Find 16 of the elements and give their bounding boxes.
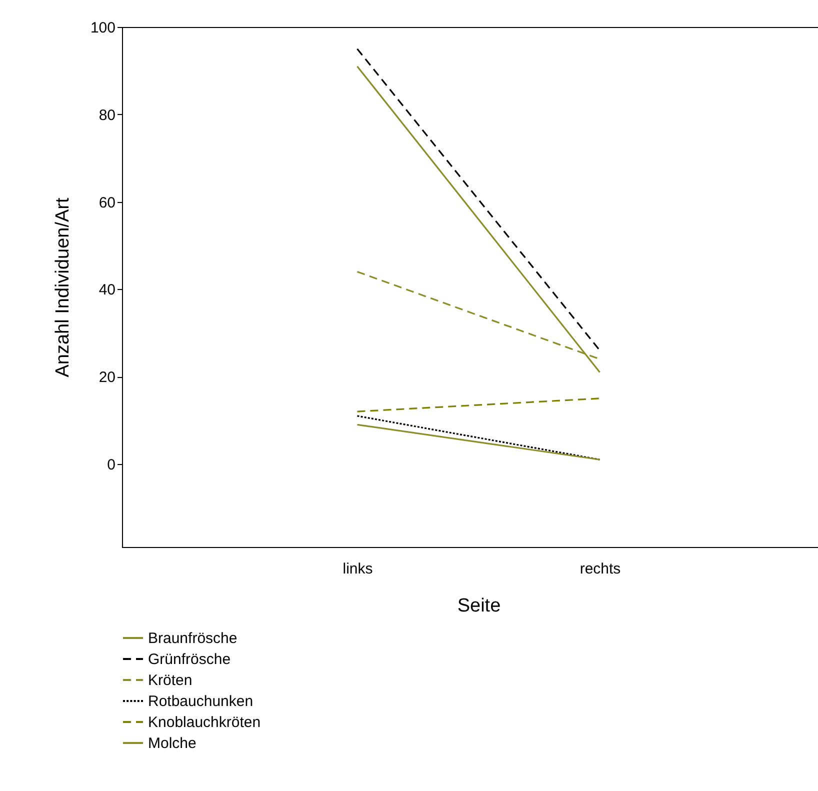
legend-label: Molche bbox=[148, 735, 196, 752]
legend-label: Kröten bbox=[148, 672, 192, 689]
legend-label: Knoblauchkröten bbox=[148, 714, 261, 731]
legend-label: Rotbauchunken bbox=[148, 693, 254, 710]
y-tick-label: 80 bbox=[98, 106, 116, 124]
y-tick-label: 60 bbox=[98, 194, 116, 212]
x-axis-title: Seite bbox=[457, 596, 501, 616]
x-tick-label: links bbox=[342, 560, 373, 578]
y-axis-title: Anzahl Individuen/Art bbox=[52, 197, 74, 378]
y-tick-label: 0 bbox=[107, 456, 116, 474]
legend-label: Braunfrösche bbox=[148, 630, 238, 647]
y-tick-label: 40 bbox=[98, 282, 116, 299]
y-tick-label: 100 bbox=[90, 20, 116, 36]
x-tick-label: rechts bbox=[580, 560, 621, 578]
legend-label: Grünfrösche bbox=[148, 651, 231, 668]
y-tick-label: 20 bbox=[98, 369, 116, 386]
